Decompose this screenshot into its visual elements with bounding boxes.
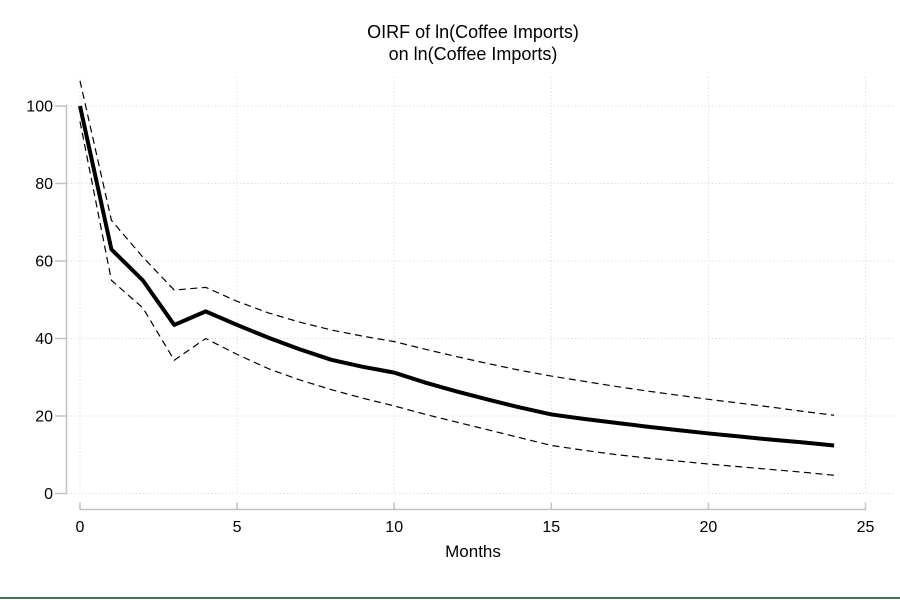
y-tick-label: 40 xyxy=(35,331,53,348)
oirf-line xyxy=(78,105,835,448)
x-tick-label: 0 xyxy=(76,519,85,536)
y-tick-label: 60 xyxy=(35,254,53,271)
chart-title-line2: on ln(Coffee Imports) xyxy=(388,44,558,64)
bottom-rule xyxy=(0,597,900,599)
y-tick-label: 80 xyxy=(35,176,53,193)
chart-title: OIRF of ln(Coffee Imports) on ln(Coffee … xyxy=(80,21,866,65)
x-tick-label: 15 xyxy=(542,519,560,536)
y-tick-label: 0 xyxy=(44,486,53,503)
x-tick-label: 20 xyxy=(700,519,718,536)
x-tick-label: 10 xyxy=(385,519,403,536)
chart-title-line1: OIRF of ln(Coffee Imports) xyxy=(367,22,579,42)
x-tick-label: 25 xyxy=(857,519,875,536)
x-tick-label: 5 xyxy=(233,519,242,536)
y-tick-label: 20 xyxy=(35,409,53,426)
x-axis-title: Months xyxy=(445,542,501,561)
y-tick-label: 100 xyxy=(26,99,53,116)
ci-upper-line xyxy=(79,80,835,416)
ci-lower-line xyxy=(79,121,835,476)
